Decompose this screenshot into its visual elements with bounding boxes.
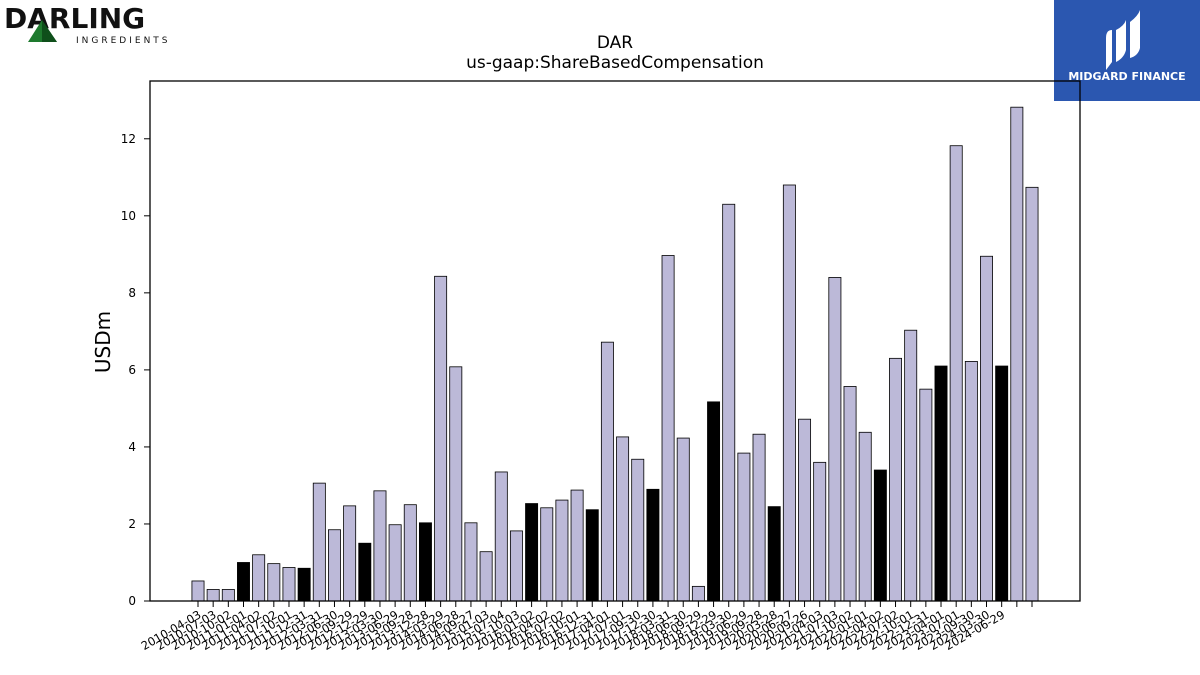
bar: [297, 567, 311, 602]
x-axis-ticks: 2010-04-032010-07-032010-10-022011-01-01…: [139, 601, 1033, 653]
bar: [676, 437, 690, 602]
bar: [980, 255, 993, 602]
y-tick-label: 10: [121, 209, 136, 223]
y-axis-label: USDm: [91, 311, 115, 373]
bar: [1010, 106, 1024, 602]
bar: [782, 184, 796, 602]
bar: [828, 277, 842, 602]
green-triangle-shade-icon: [42, 20, 57, 42]
plot-frame: [149, 80, 1081, 602]
bar: [707, 401, 721, 602]
bar: [449, 366, 463, 602]
bar: [282, 567, 296, 602]
bar: [904, 329, 918, 602]
y-tick-label: 8: [128, 286, 136, 300]
bar: [328, 529, 341, 602]
darling-ingredients-logo: DARLING INGREDIENTS: [4, 2, 174, 48]
chart-title: DAR: [597, 33, 633, 53]
bar: [494, 471, 508, 602]
bar: [691, 585, 705, 602]
y-axis-ticks: 0 2 4 6 8 10 12: [121, 132, 150, 608]
bar: [843, 386, 857, 602]
y-tick-label: 2: [128, 517, 136, 531]
bar: [858, 431, 872, 602]
bar: [434, 275, 448, 602]
bar-series: [191, 106, 1039, 602]
mf-monogram-icon: [1106, 10, 1140, 70]
bar: [752, 433, 766, 602]
logo-subtitle: INGREDIENTS: [76, 36, 171, 46]
y-tick-label: 0: [128, 594, 136, 608]
bar: [934, 365, 948, 602]
bar: [722, 203, 736, 602]
bar: [373, 490, 387, 602]
bar: [646, 488, 660, 602]
bar: [600, 341, 614, 602]
bar: [525, 503, 539, 602]
bar: [737, 452, 751, 602]
y-tick-label: 6: [128, 363, 136, 377]
bar: [206, 589, 220, 602]
bar: [312, 482, 326, 602]
bar: [191, 580, 205, 602]
y-tick-label: 12: [121, 132, 136, 146]
bar: [343, 505, 357, 602]
logo-wordmark-mf: MIDGARD FINANCE: [1068, 70, 1185, 83]
bar: [509, 530, 523, 602]
bar: [1025, 186, 1039, 602]
bar: [889, 357, 902, 602]
bar: [919, 388, 933, 602]
bar: [661, 255, 675, 602]
bar: [964, 361, 978, 602]
bar: [252, 554, 266, 602]
bar: [570, 489, 584, 602]
bar: [798, 418, 812, 602]
bar: [873, 469, 887, 602]
bar: [995, 365, 1009, 602]
bar: [418, 522, 432, 602]
bar: [555, 499, 569, 602]
chart-subtitle: us-gaap:ShareBasedCompensation: [466, 53, 764, 73]
bar: [267, 563, 281, 602]
bar: [767, 506, 781, 602]
bar: [388, 524, 402, 602]
bar: [358, 542, 372, 602]
bar: [631, 458, 645, 602]
bar: [221, 589, 235, 602]
bar: [403, 504, 417, 602]
bar: [585, 509, 599, 602]
bar: [813, 461, 827, 602]
midgard-finance-logo: MIDGARD FINANCE: [1054, 0, 1200, 101]
bar: [949, 145, 963, 602]
bar: [464, 522, 478, 602]
bar: [479, 551, 493, 602]
logo-wordmark: DARLING: [4, 2, 145, 35]
bar: [237, 562, 250, 602]
bar: [616, 436, 630, 602]
bar: [540, 507, 554, 602]
y-tick-label: 4: [128, 440, 136, 454]
